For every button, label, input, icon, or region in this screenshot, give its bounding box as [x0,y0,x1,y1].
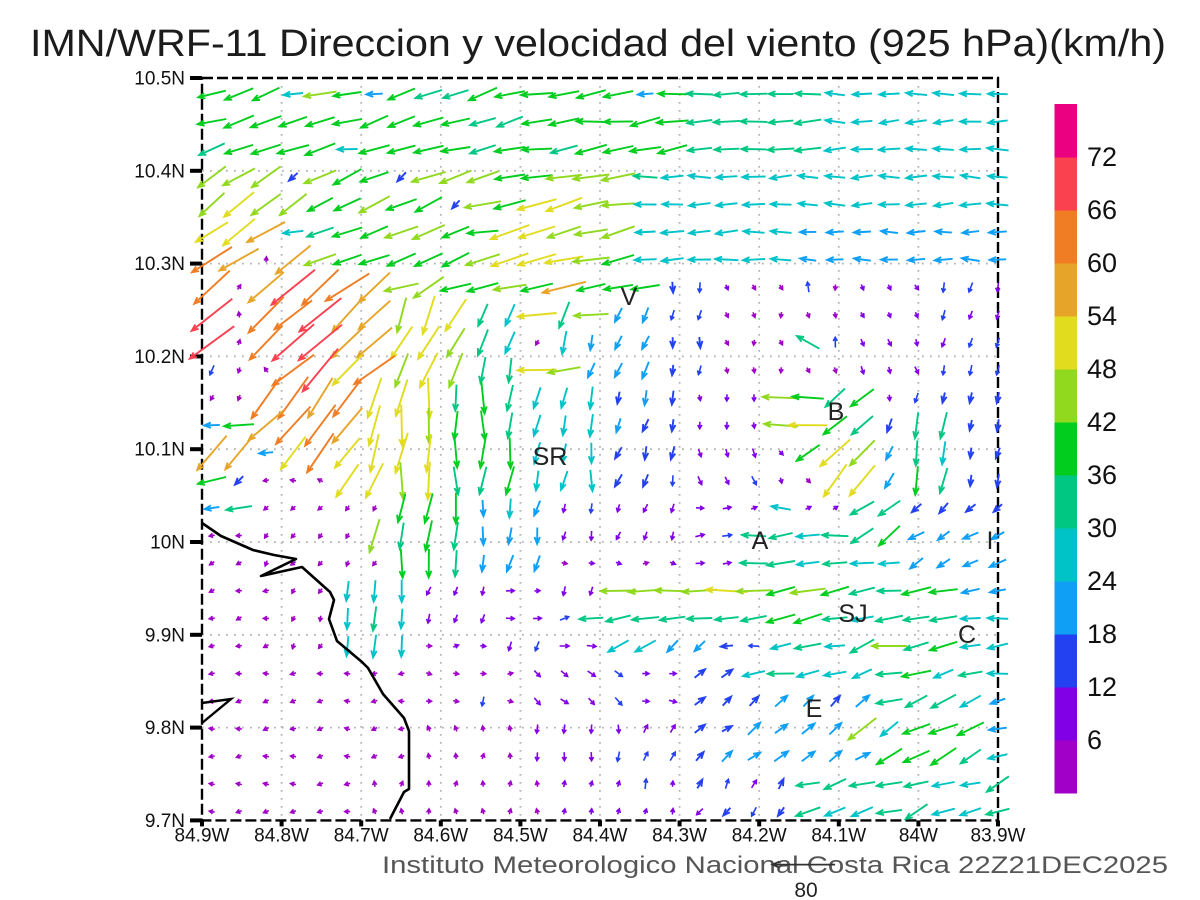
svg-text:9.7N: 9.7N [145,811,185,832]
svg-text:10.5N: 10.5N [134,69,185,90]
svg-text:10.1N: 10.1N [134,440,185,461]
svg-text:48: 48 [1087,354,1117,384]
svg-text:E: E [806,695,823,723]
svg-text:84.4W: 84.4W [573,825,628,846]
svg-text:84.3W: 84.3W [652,825,707,846]
svg-text:IMN/WRF-11 Direccion y velocid: IMN/WRF-11 Direccion y velocidad del vie… [30,23,1166,65]
svg-text:6: 6 [1087,725,1102,755]
svg-text:10N: 10N [150,533,185,554]
svg-text:36: 36 [1087,460,1117,490]
svg-text:30: 30 [1087,513,1117,543]
svg-text:60: 60 [1087,248,1117,278]
svg-text:18: 18 [1087,619,1117,649]
svg-text:72: 72 [1087,142,1117,172]
svg-text:10.4N: 10.4N [134,161,185,182]
svg-text:84.6W: 84.6W [413,825,468,846]
svg-text:83.9W: 83.9W [971,825,1026,846]
svg-text:9.8N: 9.8N [145,718,185,739]
svg-text:C: C [958,621,976,649]
svg-text:84.8W: 84.8W [254,825,309,846]
svg-text:84.1W: 84.1W [811,825,866,846]
svg-text:I: I [987,527,994,555]
svg-text:84.7W: 84.7W [334,825,389,846]
svg-text:12: 12 [1087,672,1117,702]
svg-text:10.2N: 10.2N [134,347,185,368]
svg-text:24: 24 [1087,566,1117,596]
svg-text:V: V [621,283,638,311]
svg-text:84.5W: 84.5W [493,825,548,846]
svg-text:A: A [752,527,769,555]
svg-text:10.3N: 10.3N [134,254,185,275]
svg-text:42: 42 [1087,407,1117,437]
svg-text:SR: SR [533,443,568,471]
svg-text:84.2W: 84.2W [732,825,787,846]
svg-text:84W: 84W [899,825,938,846]
svg-text:SJ: SJ [838,600,867,628]
svg-text:84.9W: 84.9W [175,825,230,846]
svg-text:B: B [828,398,845,426]
svg-text:54: 54 [1087,301,1117,331]
svg-text:80: 80 [794,879,817,900]
svg-text:9.9N: 9.9N [145,625,185,646]
svg-text:66: 66 [1087,195,1117,225]
